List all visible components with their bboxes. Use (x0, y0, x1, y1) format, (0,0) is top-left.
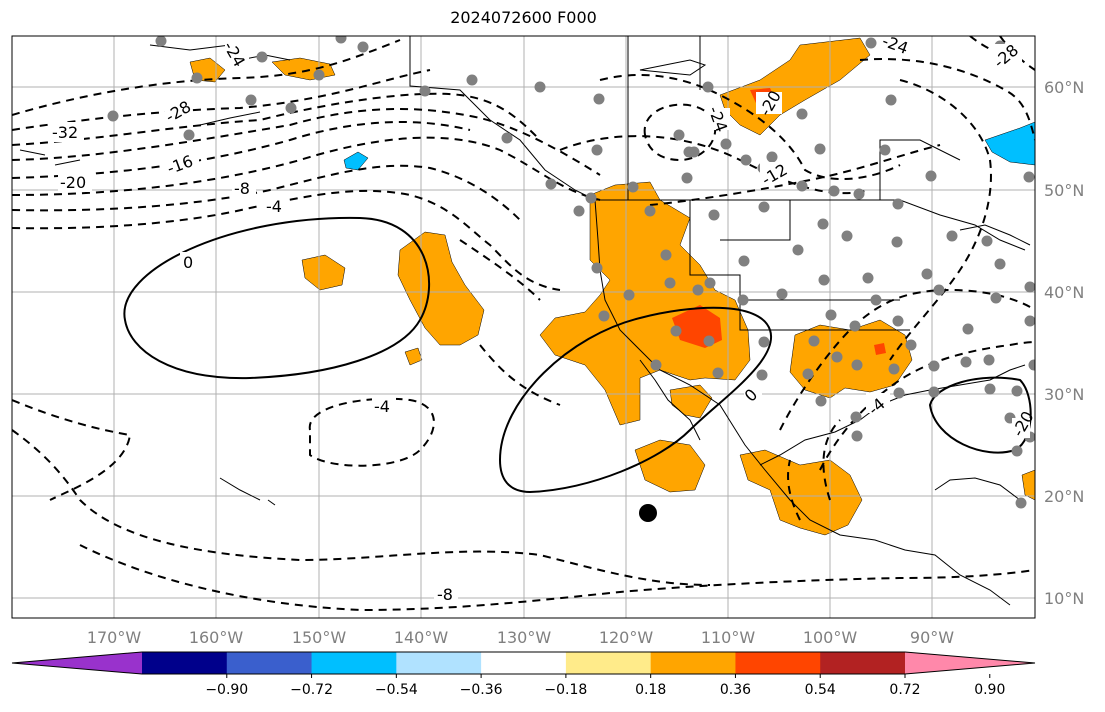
anomaly-shading (189, 37, 1035, 536)
contour-zero-florida (928, 376, 1032, 454)
lon-label: 100°W (803, 628, 858, 647)
colorbar-tick-label: 0.54 (805, 682, 836, 698)
lat-label: 50°N (1044, 181, 1084, 200)
colorbar-tick-label: −0.36 (460, 682, 503, 698)
colorbar-tick-label: 0.72 (889, 682, 920, 698)
lon-label: 160°W (189, 628, 244, 647)
anomaly-region-baja (669, 384, 713, 419)
contour-label: -20 (60, 173, 86, 192)
colorbar-extend-max (905, 652, 1035, 674)
longitude-labels: 170°W 160°W 150°W 140°W 130°W 120°W 110°… (87, 628, 954, 647)
anomaly-region-mexico-west (634, 439, 706, 493)
anomaly-low-hudson (984, 121, 1035, 166)
lon-label: 150°W (292, 628, 347, 647)
lon-label: 140°W (394, 628, 449, 647)
lat-label: 30°N (1044, 385, 1084, 404)
colorbar-segment (820, 652, 906, 674)
colorbar-segment (735, 652, 821, 674)
anomaly-region-florida (1021, 469, 1035, 501)
colorbar-tick-label: −0.90 (205, 682, 248, 698)
lon-label: 130°W (497, 628, 552, 647)
colorbar-segment (481, 652, 567, 674)
anomaly-region-alaska-2 (271, 57, 336, 81)
lon-label: 90°W (910, 628, 954, 647)
colorbar-tick-label: −0.72 (290, 682, 333, 698)
contour-label: -4 (266, 197, 282, 216)
colorbar-outline (11, 651, 1036, 675)
anomaly-region-mexico-central (739, 449, 863, 536)
contour-label: -4 (374, 397, 390, 416)
lat-label: 10°N (1044, 589, 1084, 608)
anomaly-region-west-us (539, 181, 751, 426)
colorbar-segment (396, 652, 482, 674)
lat-label: 40°N (1044, 283, 1084, 302)
colorbar-extend-min (12, 652, 142, 674)
colorbar-segment (650, 652, 736, 674)
colorbar-segment (311, 652, 397, 674)
colorbar-tick-label: −0.18 (544, 682, 587, 698)
lon-label: 110°W (701, 628, 756, 647)
storm-center-marker (639, 504, 657, 522)
lat-label: 60°N (1044, 78, 1084, 97)
colorbar-tick-label: −0.54 (375, 682, 418, 698)
colorbar: −0.90 −0.72 −0.54 −0.36 −0.18 0.18 0.36 0.54 0.7… (11, 651, 1036, 698)
contour-lines (12, 36, 1035, 612)
anomaly-region-pacific-1 (397, 231, 485, 346)
colorbar-tick-label: 0.90 (974, 682, 1005, 698)
contour-label-group: -32 -28 -24 -20 -16 -8 -4 0 -4 -8 -24 -2… (50, 31, 1038, 605)
station-markers (107, 36, 1035, 509)
anomaly-region-pacific-2 (301, 254, 346, 291)
latitude-labels: 60°N 50°N 40°N 30°N 20°N 10°N (1044, 78, 1084, 608)
contour-label: -8 (234, 179, 250, 198)
colorbar-segment (226, 652, 313, 674)
colorbar-tick-label: 0.18 (635, 682, 666, 698)
map-title: 2024072600 F000 (450, 8, 597, 27)
contour-zero-mexico (498, 306, 773, 494)
colorbar-segment (565, 652, 652, 674)
contour-zero-pacific (123, 216, 431, 380)
colorbar-tick-label: 0.36 (720, 682, 751, 698)
contour-label: -8 (437, 585, 453, 604)
lat-label: 20°N (1044, 487, 1084, 506)
anomaly-high-oklahoma (874, 343, 886, 355)
colorbar-segment (142, 652, 228, 674)
anomaly-low-gulf-alaska (343, 151, 369, 171)
anomaly-region-southern-plains (789, 319, 913, 399)
lon-label: 120°W (599, 628, 654, 647)
contour-label: 0 (183, 253, 193, 272)
map-frame (11, 35, 1036, 619)
anomaly-region-pacific-3 (404, 347, 423, 366)
contour-label: -32 (52, 123, 78, 142)
lon-label: 170°W (87, 628, 142, 647)
